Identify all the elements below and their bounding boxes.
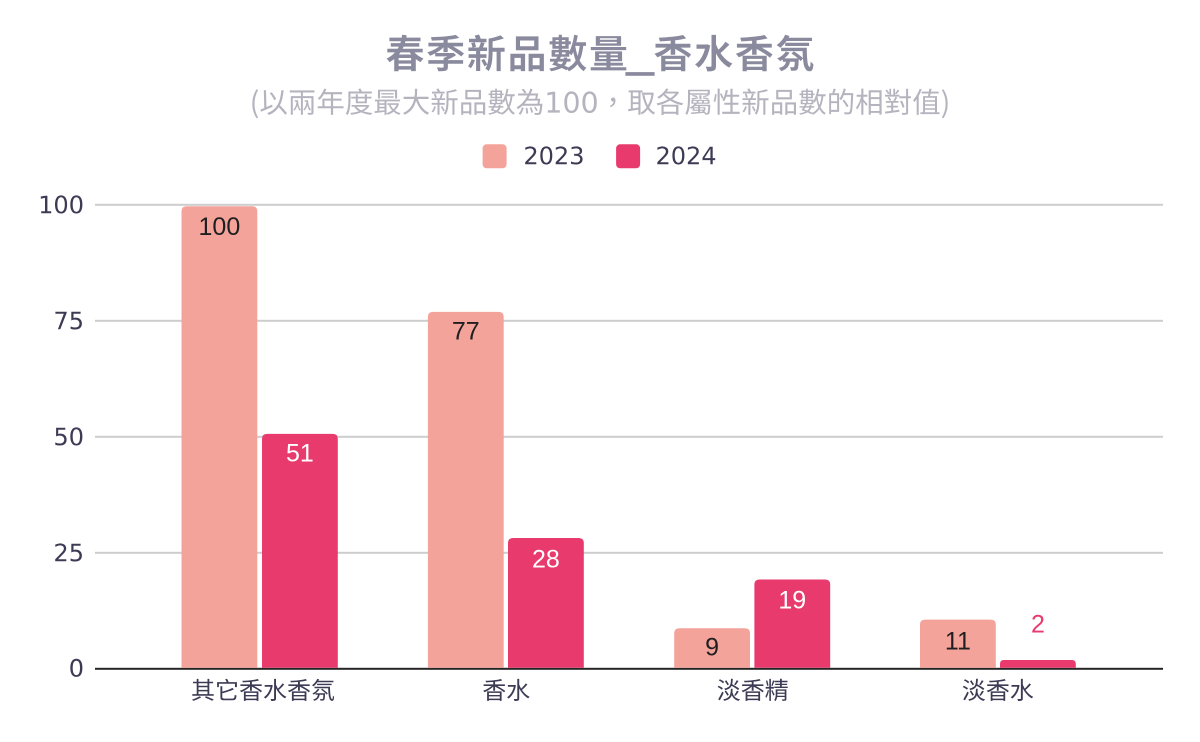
svg-text:11: 11: [945, 628, 971, 656]
svg-text:2: 2: [1031, 611, 1045, 639]
svg-text:19: 19: [778, 587, 806, 615]
svg-text:51: 51: [286, 440, 314, 468]
svg-text:100: 100: [199, 213, 241, 241]
svg-text:9: 9: [705, 633, 719, 661]
svg-text:28: 28: [532, 546, 560, 574]
svg-text:77: 77: [452, 318, 480, 346]
